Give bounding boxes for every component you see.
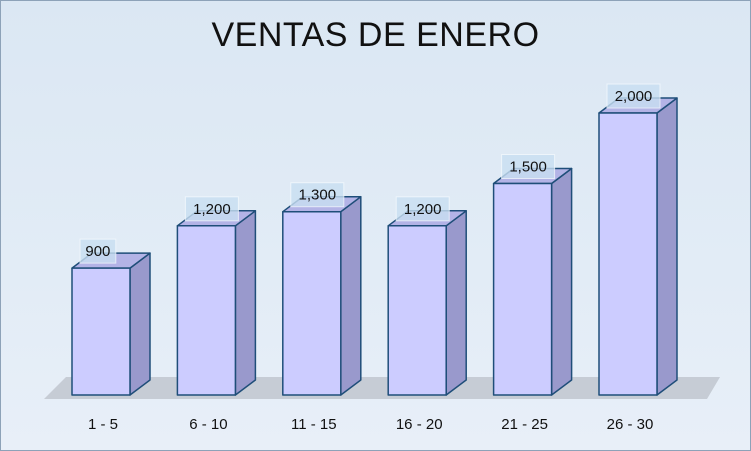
data-label-box	[501, 154, 556, 179]
data-label-box	[290, 182, 345, 208]
data-label: 1,200	[193, 201, 231, 218]
bar-side-face	[129, 252, 151, 396]
data-label-box	[79, 238, 117, 264]
x-tick-label: 26 - 30	[607, 416, 654, 433]
bar-side-face	[445, 210, 467, 396]
data-label: 1,200	[404, 201, 442, 218]
bar	[387, 225, 447, 396]
data-label: 1,500	[509, 159, 547, 176]
bar-side-face	[234, 210, 257, 396]
bar-side-face	[340, 195, 362, 396]
bar	[282, 210, 342, 396]
bar	[492, 182, 553, 396]
x-tick-label: 11 - 15	[291, 416, 337, 433]
x-tick-label: 6 - 10	[189, 416, 227, 433]
x-tick-label: 16 - 20	[396, 416, 443, 433]
data-label: 2,000	[615, 88, 653, 105]
x-tick-label: 21 - 25	[501, 416, 548, 433]
data-label: 900	[85, 243, 110, 260]
bar	[176, 225, 237, 396]
data-label: 1,300	[299, 187, 337, 204]
data-label-box	[184, 196, 239, 222]
bar-side-face	[656, 97, 678, 396]
chart-title: VENTAS DE ENERO	[211, 16, 540, 54]
data-label-box	[395, 196, 450, 222]
bar	[598, 112, 658, 396]
bar	[71, 267, 131, 396]
x-tick-label: 1 - 5	[88, 416, 118, 433]
bar-side-face	[550, 167, 573, 396]
data-label-box	[606, 83, 661, 109]
